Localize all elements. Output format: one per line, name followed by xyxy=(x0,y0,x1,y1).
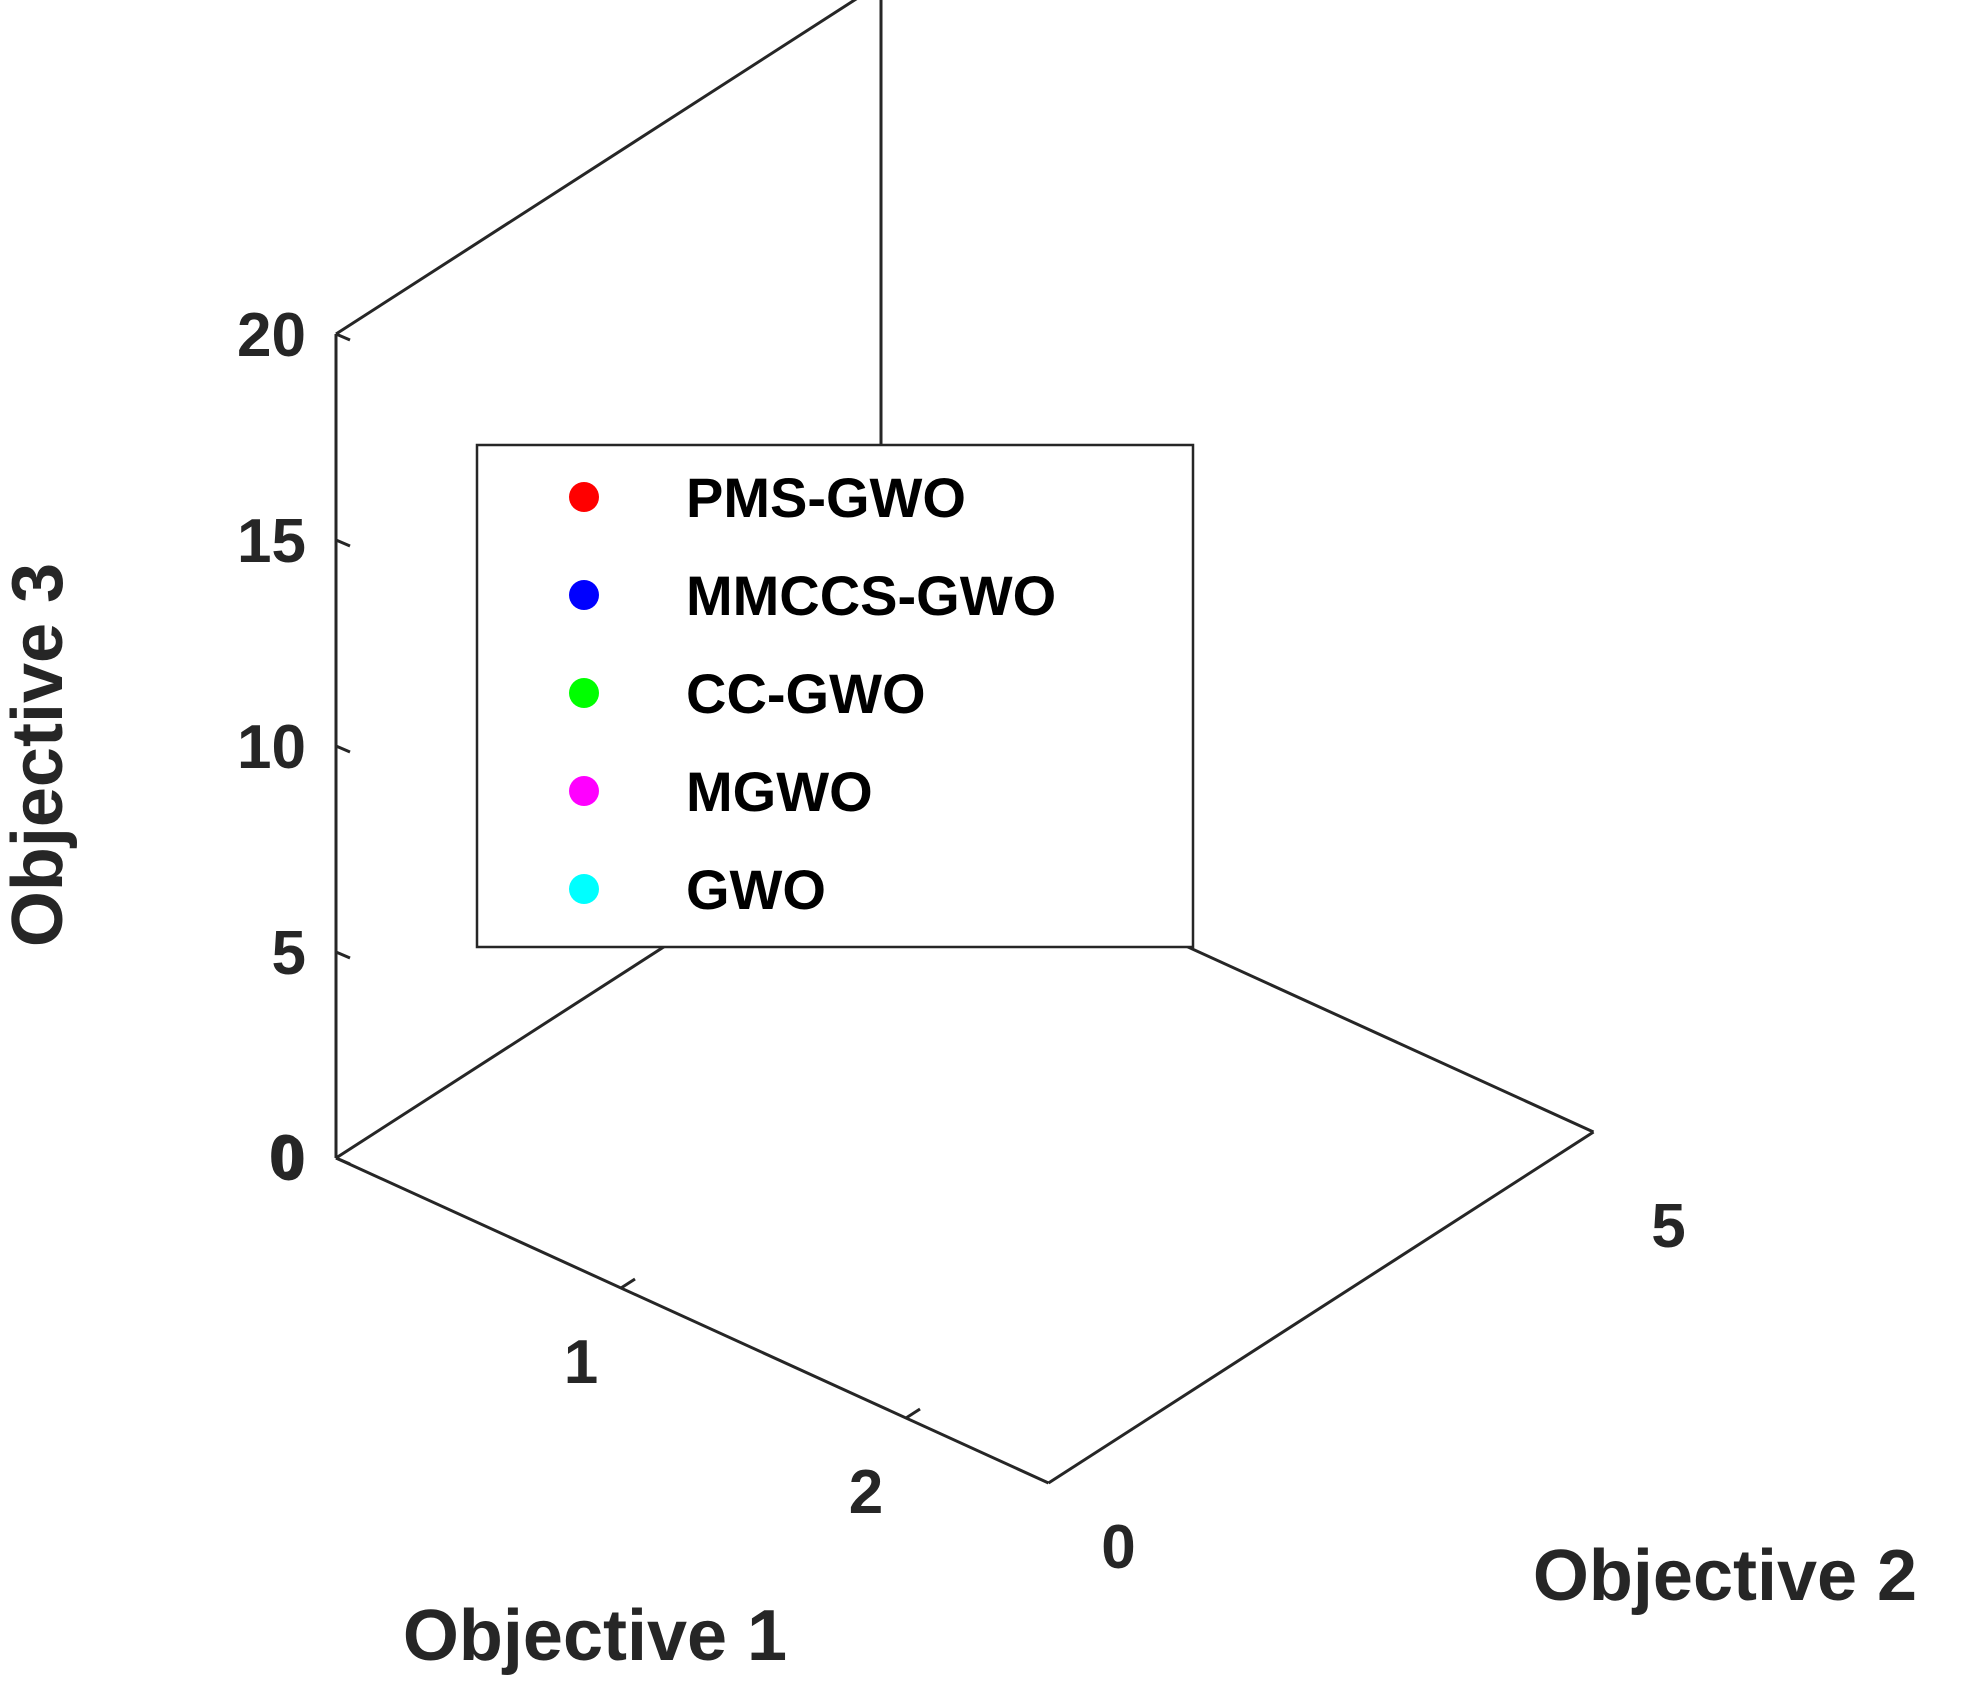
x-tick xyxy=(620,1277,636,1290)
z-tick-label: 10 xyxy=(237,713,306,782)
axis-edge xyxy=(335,0,858,336)
z-tick-label: 15 xyxy=(237,507,306,576)
z-tick xyxy=(335,538,351,548)
y-axis-label: Objective 2 xyxy=(1533,1536,1917,1616)
legend-marker xyxy=(569,482,599,512)
z-tick-label: 20 xyxy=(237,301,306,370)
z-tick-label: 5 xyxy=(272,919,306,988)
y-tick-label: 0 xyxy=(1101,1513,1135,1582)
legend-items: PMS-GWO MMCCS-GWO CC-GWO MGWO GWO xyxy=(569,466,1056,921)
z-tick xyxy=(335,332,351,342)
z-tick xyxy=(335,1156,351,1166)
y-tick-label: 5 xyxy=(1651,1192,1685,1261)
axis-edge xyxy=(335,1156,1050,1485)
z-tick xyxy=(335,744,351,754)
x-tick xyxy=(905,1407,921,1420)
legend-marker xyxy=(569,776,599,806)
legend-label: MMCCS-GWO xyxy=(686,564,1056,627)
axis-edge xyxy=(1047,1130,1595,1485)
legend-label: PMS-GWO xyxy=(686,466,966,529)
legend-marker xyxy=(569,580,599,610)
z-tick-label: 0 xyxy=(272,1125,306,1194)
z-tick xyxy=(335,950,351,960)
tick-marks xyxy=(335,332,921,1420)
x-axis-label: Objective 1 xyxy=(403,1596,787,1676)
legend-label: CC-GWO xyxy=(686,662,926,725)
legend: PMS-GWO MMCCS-GWO CC-GWO MGWO GWO xyxy=(475,443,1195,949)
legend-label: MGWO xyxy=(686,760,873,823)
x-tick-label: 1 xyxy=(564,1328,598,1397)
x-tick-label: 0 xyxy=(269,1123,303,1192)
legend-label: GWO xyxy=(686,858,826,921)
x-tick-label: 2 xyxy=(849,1458,883,1527)
legend-marker xyxy=(569,874,599,904)
z-axis-label: Objective 3 xyxy=(0,563,78,947)
legend-marker xyxy=(569,678,599,708)
